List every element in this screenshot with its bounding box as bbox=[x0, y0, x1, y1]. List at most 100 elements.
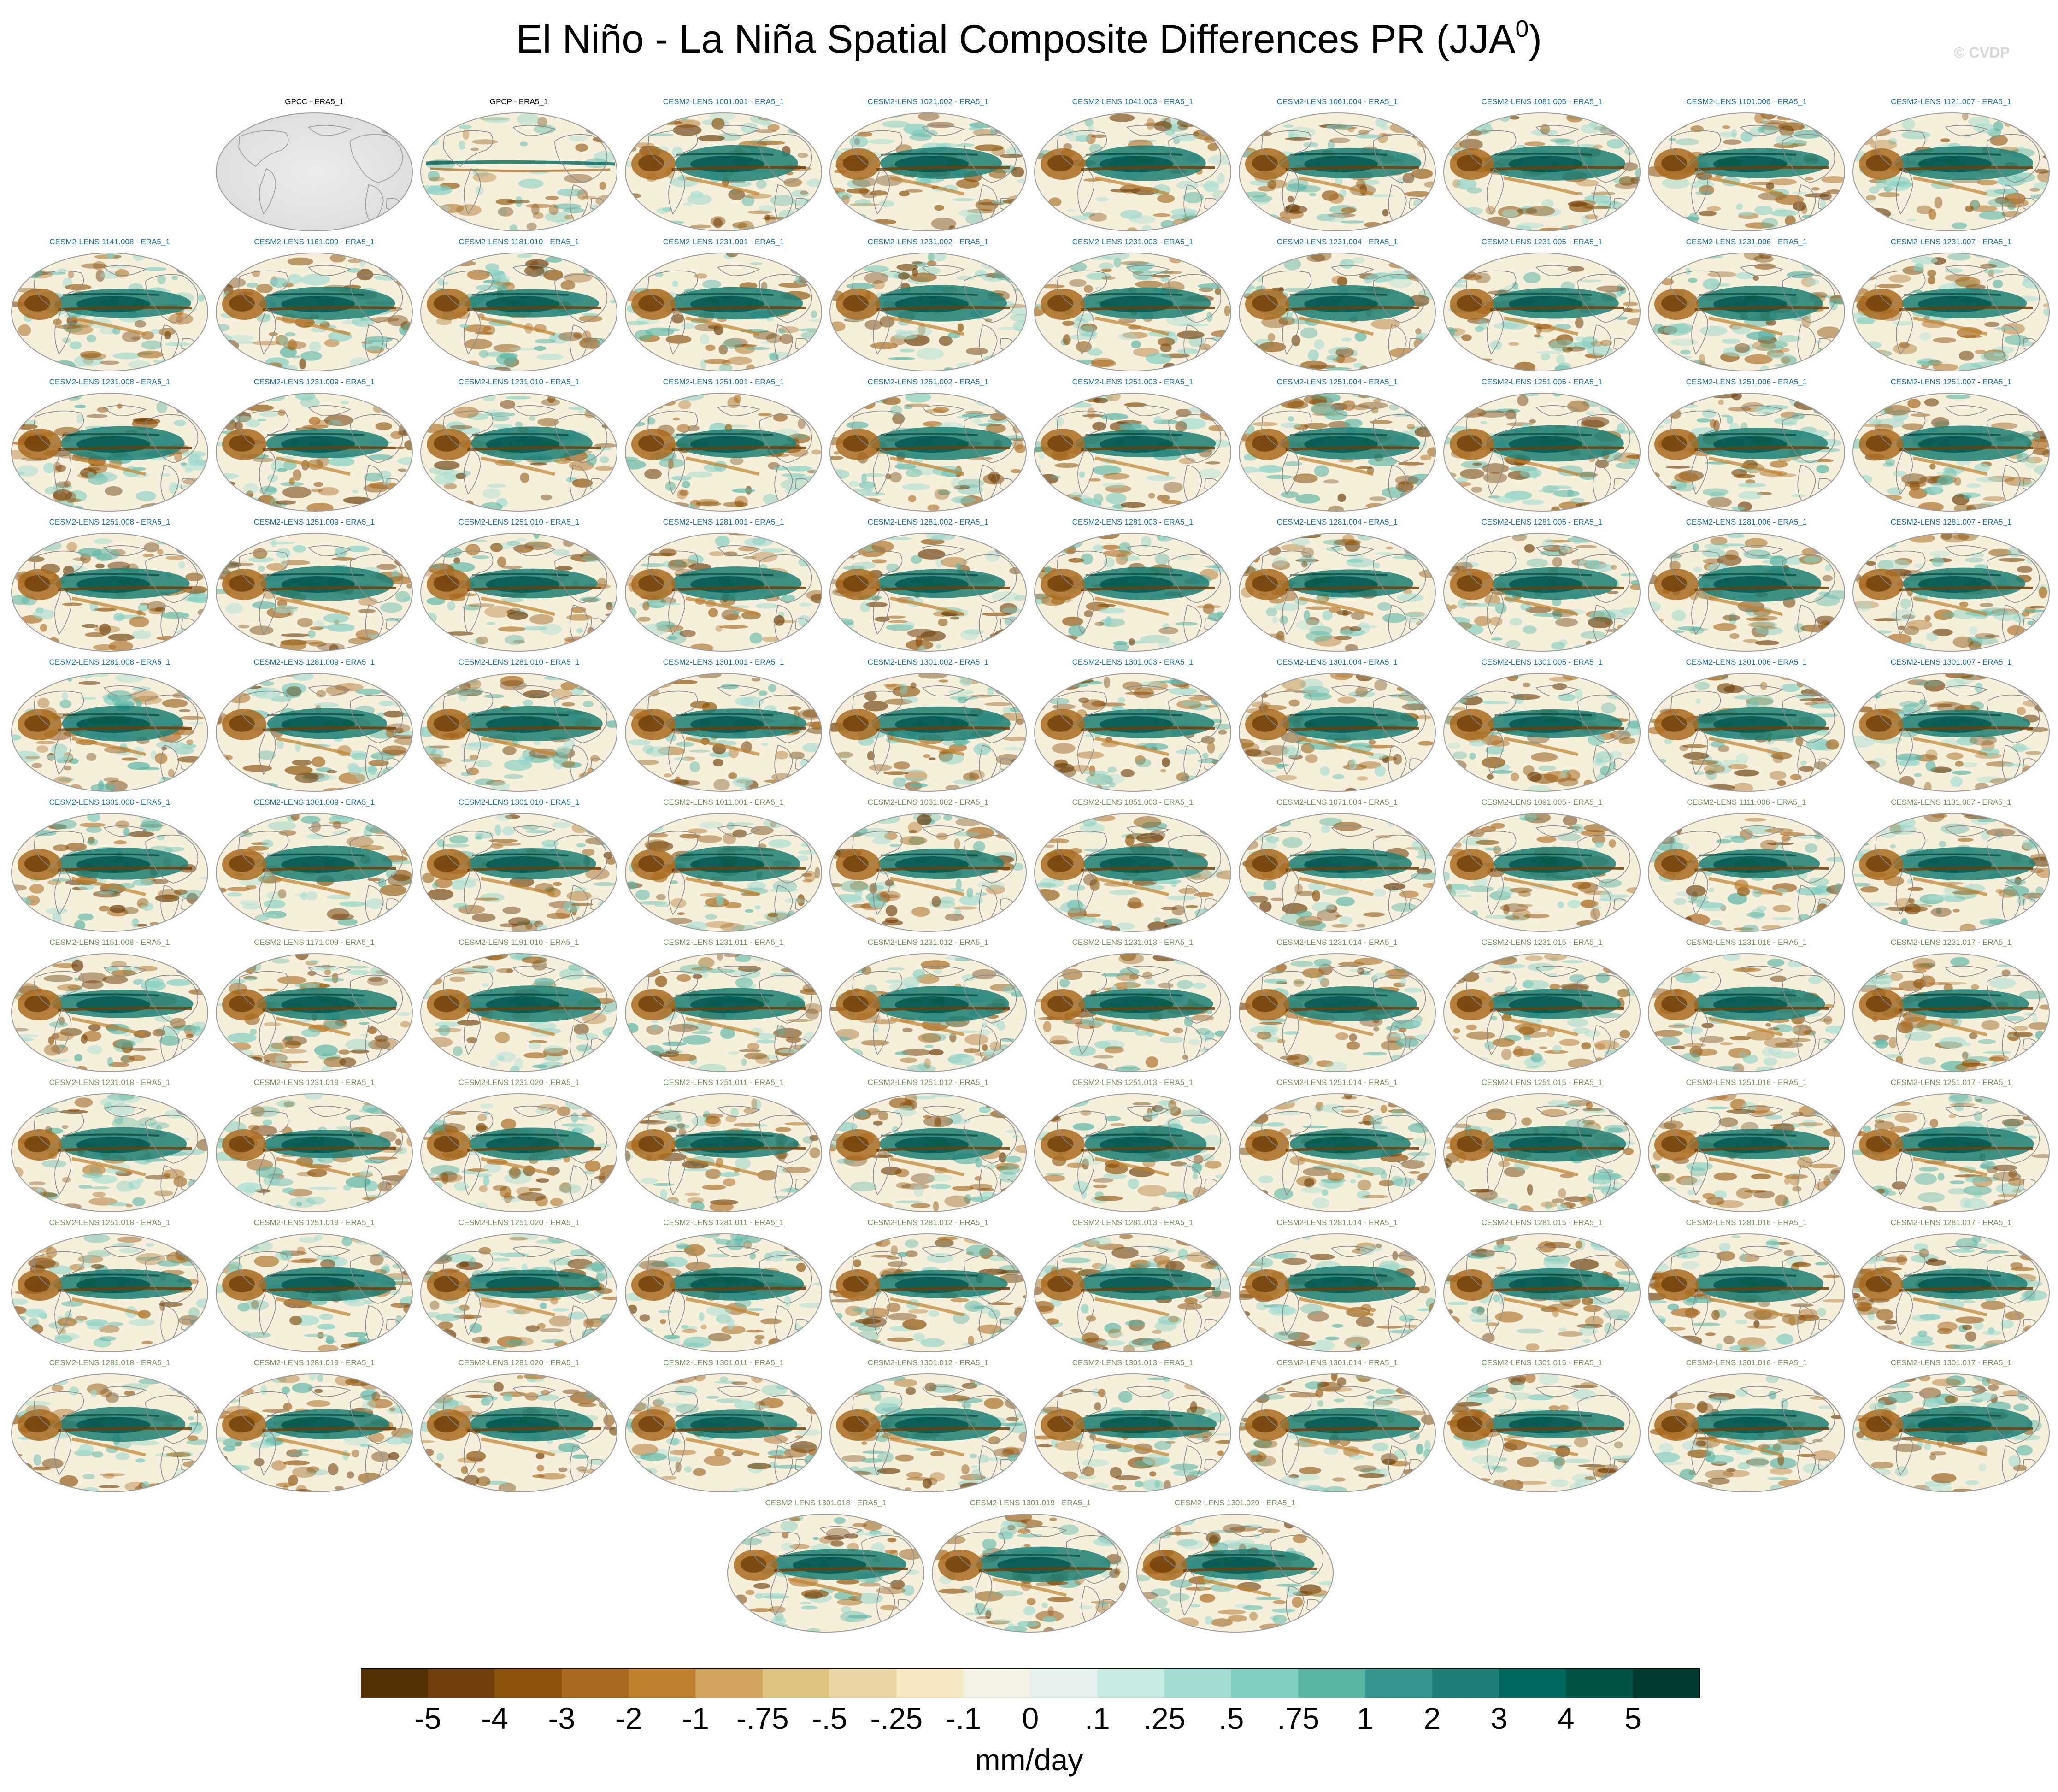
colorbar-tick-label: 4 bbox=[1558, 1701, 1575, 1735]
map-panel: CESM2-LENS 1031.002 - ERA5_1 bbox=[826, 797, 1030, 936]
map-panel-label: CESM2-LENS 1231.020 - ERA5_1 bbox=[458, 1078, 580, 1087]
map-panel: CESM2-LENS 1231.020 - ERA5_1 bbox=[417, 1078, 621, 1216]
map-panel-heatmap bbox=[1034, 1373, 1231, 1492]
map-panel-heatmap bbox=[11, 953, 208, 1072]
map-panel: CESM2-LENS 1081.005 - ERA5_1 bbox=[1440, 97, 1644, 235]
map-panel: CESM2-LENS 1251.017 - ERA5_1 bbox=[1849, 1078, 2053, 1216]
colorbar-tick-label: -3 bbox=[548, 1701, 576, 1735]
colorbar-swatch bbox=[428, 1668, 495, 1698]
map-panel: CESM2-LENS 1301.010 - ERA5_1 bbox=[417, 797, 621, 936]
colorbar-swatch bbox=[829, 1668, 897, 1698]
map-panel-label: CESM2-LENS 1081.005 - ERA5_1 bbox=[1481, 97, 1603, 106]
map-panel: CESM2-LENS 1231.014 - ERA5_1 bbox=[1235, 937, 1440, 1076]
map-panel-heatmap bbox=[11, 533, 208, 652]
map-panel-heatmap bbox=[11, 1373, 208, 1492]
map-panel-label: CESM2-LENS 1281.007 - ERA5_1 bbox=[1890, 518, 2012, 526]
map-panel: CESM2-LENS 1281.003 - ERA5_1 bbox=[1030, 517, 1235, 655]
colorbar-tick-label: 5 bbox=[1624, 1701, 1642, 1735]
colorbar-swatch bbox=[629, 1668, 696, 1698]
map-panel-label: CESM2-LENS 1281.001 - ERA5_1 bbox=[663, 518, 784, 526]
map-panel-label: CESM2-LENS 1131.007 - ERA5_1 bbox=[1891, 798, 2011, 807]
map-panel: CESM2-LENS 1251.002 - ERA5_1 bbox=[826, 377, 1030, 515]
map-panel: CESM2-LENS 1141.008 - ERA5_1 bbox=[7, 237, 212, 375]
map-panel-label: CESM2-LENS 1031.002 - ERA5_1 bbox=[867, 798, 989, 807]
map-panel: CESM2-LENS 1231.011 - ERA5_1 bbox=[621, 937, 826, 1076]
map-panel-heatmap bbox=[1034, 112, 1231, 231]
map-panel-label: GPCP - ERA5_1 bbox=[489, 97, 548, 106]
map-panel: CESM2-LENS 1301.018 - ERA5_1 bbox=[723, 1498, 928, 1636]
map-panel-label: CESM2-LENS 1301.014 - ERA5_1 bbox=[1276, 1358, 1398, 1367]
map-panel: CESM2-LENS 1251.007 - ERA5_1 bbox=[1849, 377, 2053, 515]
map-panel-heatmap bbox=[420, 393, 617, 512]
map-panel: CESM2-LENS 1251.006 - ERA5_1 bbox=[1644, 377, 1849, 515]
map-panel: CESM2-LENS 1281.001 - ERA5_1 bbox=[621, 517, 826, 655]
map-panel-heatmap bbox=[1648, 253, 1845, 371]
map-panel-heatmap bbox=[1239, 533, 1436, 652]
map-panel-label: CESM2-LENS 1301.007 - ERA5_1 bbox=[1890, 658, 2012, 666]
map-panel-heatmap bbox=[420, 673, 617, 792]
map-panel-label: CESM2-LENS 1251.007 - ERA5_1 bbox=[1890, 377, 2012, 386]
map-panel-heatmap bbox=[1648, 393, 1845, 512]
map-panel: GPCC - ERA5_1 bbox=[212, 97, 417, 235]
map-panel-label: GPCC - ERA5_1 bbox=[285, 97, 344, 106]
colorbar-swatch bbox=[896, 1668, 964, 1698]
map-panel-heatmap bbox=[1852, 533, 2050, 652]
map-panel: CESM2-LENS 1231.009 - ERA5_1 bbox=[212, 377, 417, 515]
map-panel-label: CESM2-LENS 1231.017 - ERA5_1 bbox=[1890, 938, 2012, 947]
map-panel-label: CESM2-LENS 1251.011 - ERA5_1 bbox=[663, 1078, 784, 1087]
map-panel-heatmap bbox=[625, 1093, 822, 1212]
map-panel-heatmap bbox=[420, 1233, 617, 1352]
colorbar-swatch bbox=[1432, 1668, 1499, 1698]
map-panel-label: CESM2-LENS 1101.006 - ERA5_1 bbox=[1686, 97, 1807, 106]
map-panel: CESM2-LENS 1191.010 - ERA5_1 bbox=[417, 937, 621, 1076]
map-panel: CESM2-LENS 1301.011 - ERA5_1 bbox=[621, 1358, 826, 1496]
map-panel: CESM2-LENS 1281.009 - ERA5_1 bbox=[212, 657, 417, 796]
map-panel: CESM2-LENS 1101.006 - ERA5_1 bbox=[1644, 97, 1849, 235]
map-panel: CESM2-LENS 1051.003 - ERA5_1 bbox=[1030, 797, 1235, 936]
map-panel-heatmap bbox=[1443, 813, 1641, 932]
colorbar-swatch bbox=[561, 1668, 629, 1698]
map-panel-heatmap bbox=[625, 253, 822, 371]
map-panel-heatmap bbox=[1034, 1233, 1231, 1352]
map-panel: CESM2-LENS 1281.005 - ERA5_1 bbox=[1440, 517, 1644, 655]
map-panel-heatmap bbox=[216, 953, 413, 1072]
map-panel-heatmap bbox=[1443, 253, 1641, 371]
map-panel-label: CESM2-LENS 1251.006 - ERA5_1 bbox=[1686, 377, 1807, 386]
map-panel-label: CESM2-LENS 1301.010 - ERA5_1 bbox=[458, 798, 580, 807]
map-panel: CESM2-LENS 1281.002 - ERA5_1 bbox=[826, 517, 1030, 655]
map-panel-heatmap bbox=[829, 953, 1027, 1072]
map-panel-label: CESM2-LENS 1231.008 - ERA5_1 bbox=[49, 377, 171, 386]
map-panel-heatmap bbox=[1648, 112, 1845, 231]
map-panel-label: CESM2-LENS 1301.012 - ERA5_1 bbox=[867, 1358, 989, 1367]
map-panel-label: CESM2-LENS 1281.004 - ERA5_1 bbox=[1276, 518, 1398, 526]
colorbar bbox=[361, 1668, 1700, 1698]
map-panel-heatmap bbox=[1648, 1233, 1845, 1352]
map-panel-label: CESM2-LENS 1171.009 - ERA5_1 bbox=[254, 938, 375, 947]
map-panel-label: CESM2-LENS 1231.007 - ERA5_1 bbox=[1890, 237, 2012, 246]
map-panel-heatmap bbox=[216, 673, 413, 792]
map-panel-label: CESM2-LENS 1301.003 - ERA5_1 bbox=[1072, 658, 1194, 666]
map-panel-heatmap bbox=[11, 1233, 208, 1352]
map-panel-heatmap bbox=[420, 533, 617, 652]
map-panel-label: CESM2-LENS 1281.002 - ERA5_1 bbox=[867, 518, 989, 526]
map-panel-heatmap bbox=[11, 393, 208, 512]
map-panel-heatmap bbox=[420, 1373, 617, 1492]
map-panel-label: CESM2-LENS 1281.010 - ERA5_1 bbox=[458, 658, 580, 666]
chart-title-close: ) bbox=[1529, 17, 1542, 61]
map-panel-label: CESM2-LENS 1301.015 - ERA5_1 bbox=[1481, 1358, 1603, 1367]
map-panel-heatmap bbox=[1034, 953, 1231, 1072]
map-panel-heatmap bbox=[1239, 1233, 1436, 1352]
map-panel-heatmap bbox=[420, 953, 617, 1072]
map-panel-heatmap bbox=[216, 813, 413, 932]
map-panel: CESM2-LENS 1251.009 - ERA5_1 bbox=[212, 517, 417, 655]
map-panel: CESM2-LENS 1231.016 - ERA5_1 bbox=[1644, 937, 1849, 1076]
map-panel: CESM2-LENS 1161.009 - ERA5_1 bbox=[212, 237, 417, 375]
map-panel-label: CESM2-LENS 1281.013 - ERA5_1 bbox=[1072, 1218, 1194, 1227]
map-panel-heatmap bbox=[216, 533, 413, 652]
map-panel: CESM2-LENS 1021.002 - ERA5_1 bbox=[826, 97, 1030, 235]
map-panel: CESM2-LENS 1301.002 - ERA5_1 bbox=[826, 657, 1030, 796]
map-panel-label: CESM2-LENS 1301.006 - ERA5_1 bbox=[1686, 658, 1807, 666]
map-panel: CESM2-LENS 1301.012 - ERA5_1 bbox=[826, 1358, 1030, 1496]
map-panel-heatmap bbox=[1852, 1373, 2050, 1492]
colorbar-tick-label: 0 bbox=[1022, 1701, 1039, 1735]
